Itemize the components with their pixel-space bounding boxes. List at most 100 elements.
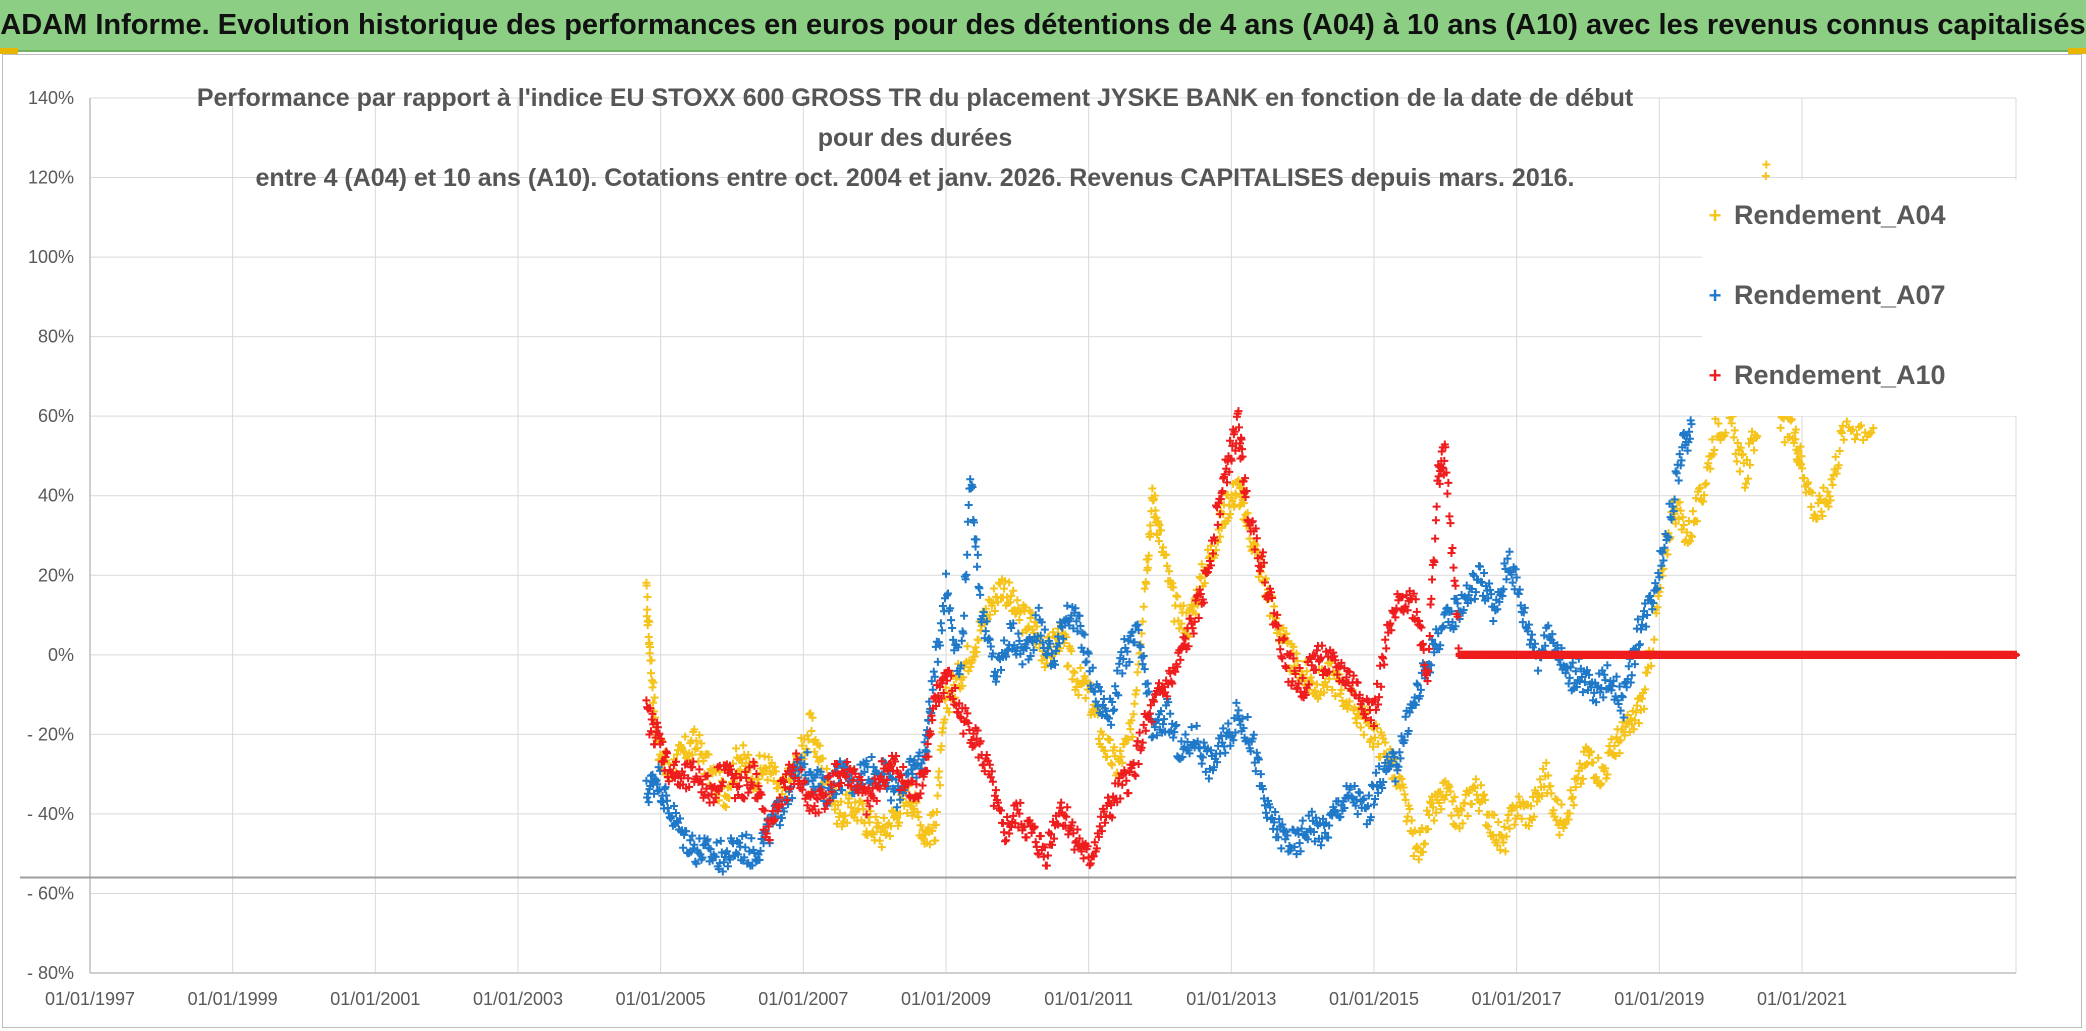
- data-point: [696, 775, 705, 784]
- data-point: [709, 798, 718, 807]
- data-point: [932, 702, 941, 711]
- data-point: [1435, 645, 1444, 654]
- data-point: [1571, 783, 1580, 792]
- data-point: [1625, 727, 1634, 736]
- data-point: [1076, 663, 1085, 672]
- data-point: [957, 661, 966, 670]
- data-point: [1312, 646, 1321, 655]
- data-point: [908, 769, 917, 778]
- data-point: [1015, 809, 1024, 818]
- data-point: [1804, 478, 1813, 487]
- data-point: [1609, 677, 1618, 686]
- data-point: [1819, 483, 1828, 492]
- data-point: [1148, 484, 1157, 493]
- data-point: [749, 757, 758, 766]
- data-point: [1568, 793, 1577, 802]
- data-point: [849, 776, 858, 785]
- data-point: [913, 807, 922, 816]
- data-point: [820, 804, 829, 813]
- data-point: [1337, 658, 1346, 667]
- data-point: [1740, 483, 1749, 492]
- data-point: [918, 781, 927, 790]
- data-point: [1817, 507, 1826, 516]
- data-point: [823, 773, 832, 782]
- data-point: [1259, 558, 1268, 567]
- data-point: [827, 787, 836, 796]
- data-point: [1129, 710, 1138, 719]
- data-point: [1599, 693, 1608, 702]
- data-point: [1504, 810, 1513, 819]
- data-point: [1443, 489, 1452, 498]
- data-point: [1742, 456, 1751, 465]
- data-point: [837, 797, 846, 806]
- data-point: [1189, 602, 1198, 611]
- data-point: [963, 550, 972, 559]
- data-point: [1108, 698, 1117, 707]
- data-point: [1616, 706, 1625, 715]
- data-point: [1005, 578, 1014, 587]
- data-point: [990, 667, 999, 676]
- data-point: [1302, 667, 1311, 676]
- data-point: [1198, 753, 1207, 762]
- data-point: [736, 765, 745, 774]
- data-point: [1191, 596, 1200, 605]
- data-point: [937, 626, 946, 635]
- data-point: [1597, 779, 1606, 788]
- data-point: [1451, 622, 1460, 631]
- data-point: [1434, 472, 1443, 481]
- data-point: [1440, 795, 1449, 804]
- data-point: [697, 739, 706, 748]
- data-point: [1275, 815, 1284, 824]
- data-point: [1194, 614, 1203, 623]
- data-point: [1735, 467, 1744, 476]
- data-point: [1139, 602, 1148, 611]
- data-point: [803, 801, 812, 810]
- data-point: [763, 775, 772, 784]
- data-point: [1490, 811, 1499, 820]
- data-point: [842, 790, 851, 799]
- data-point: [1251, 767, 1260, 776]
- data-point: [933, 791, 942, 800]
- data-point: [972, 535, 981, 544]
- data-point: [1251, 524, 1260, 533]
- data-point: [1675, 498, 1684, 507]
- data-point: [1307, 661, 1316, 670]
- data-point: [648, 683, 657, 692]
- data-point: [1310, 651, 1319, 660]
- data-point: [1340, 803, 1349, 812]
- data-point: [1311, 665, 1320, 674]
- data-point: [690, 840, 699, 849]
- data-point: [1375, 762, 1384, 771]
- data-point: [689, 757, 698, 766]
- data-point: [946, 604, 955, 613]
- data-point: [1218, 487, 1227, 496]
- data-point: [1283, 831, 1292, 840]
- data-point: [925, 697, 934, 706]
- data-point: [1489, 616, 1498, 625]
- data-point: [806, 709, 815, 718]
- data-point: [1634, 719, 1643, 728]
- data-point: [1122, 776, 1131, 785]
- data-point: [1750, 446, 1759, 455]
- data-point: [769, 777, 778, 786]
- data-point: [812, 770, 821, 779]
- data-point: [1319, 814, 1328, 823]
- data-point: [1686, 531, 1695, 540]
- data-point: [1206, 746, 1215, 755]
- data-point: [1652, 585, 1661, 594]
- data-point: [1278, 820, 1287, 829]
- y-tick-label: 60%: [38, 406, 74, 426]
- data-point: [1344, 701, 1353, 710]
- data-point: [1541, 641, 1550, 650]
- data-point: [1397, 774, 1406, 783]
- data-point: [871, 812, 880, 821]
- data-point: [663, 796, 672, 805]
- data-point: [1565, 809, 1574, 818]
- data-point: [1228, 496, 1237, 505]
- data-point: [1683, 446, 1692, 455]
- data-point: [882, 775, 891, 784]
- data-point: [1330, 652, 1339, 661]
- data-point: [1009, 619, 1018, 628]
- data-point: [1241, 493, 1250, 502]
- data-point: [830, 805, 839, 814]
